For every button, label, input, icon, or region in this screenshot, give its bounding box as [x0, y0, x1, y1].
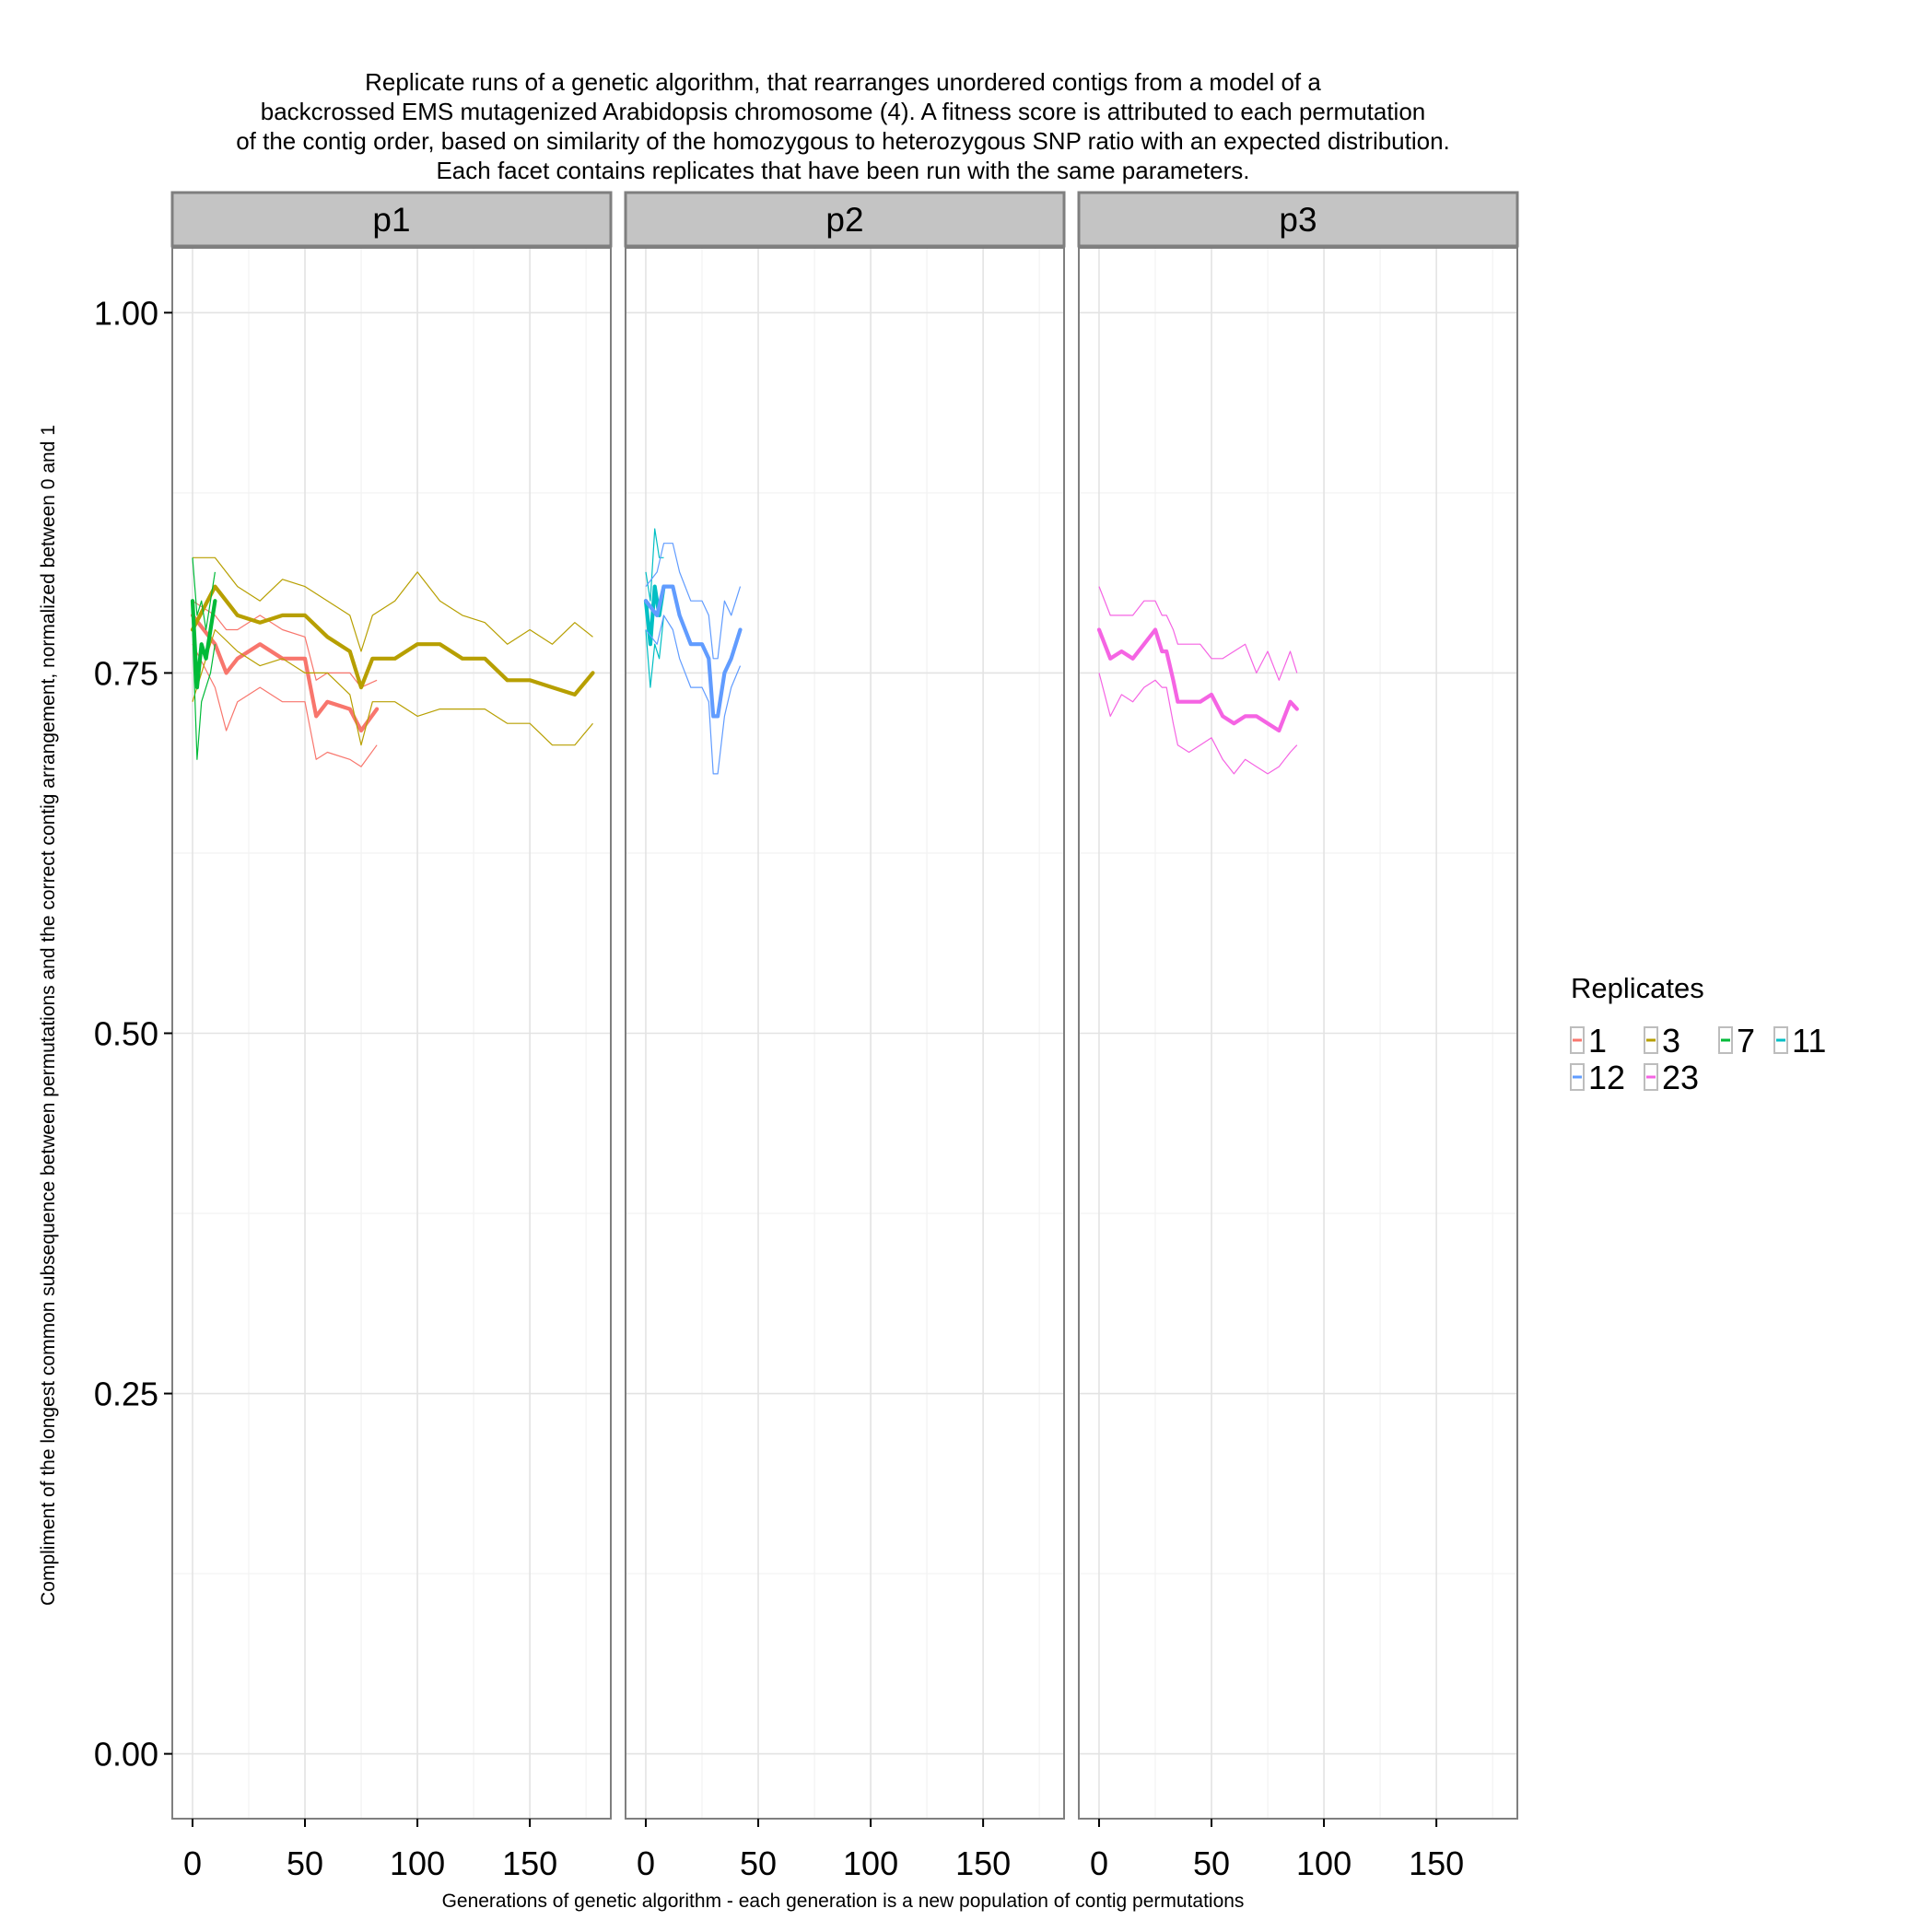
chart-title: Replicate runs of a genetic algorithm, t…: [236, 68, 1450, 184]
x-axis-title: Generations of genetic algorithm - each …: [442, 1891, 1245, 1912]
legend-entry-23: 23: [1644, 1059, 1699, 1096]
series-7-lower-line: [192, 629, 216, 760]
x-tick-label: 0: [183, 1844, 202, 1882]
series-3: [190, 556, 595, 746]
legend-entry-3: 3: [1644, 1022, 1680, 1060]
facet-strip: [1077, 191, 1519, 248]
x-tick-label: 150: [955, 1844, 1011, 1882]
y-tick-label: 1.00: [94, 294, 158, 332]
series-12: [643, 543, 743, 775]
series-23-mean-line: [1096, 627, 1299, 733]
legend-label: 23: [1662, 1059, 1699, 1096]
facet-p3: p3 0 50 100 150: [1077, 191, 1519, 1882]
series-7: [190, 557, 217, 760]
series-3-lower-line: [192, 628, 593, 746]
x-tick-label: 100: [1296, 1844, 1352, 1882]
y-tick-label: 0.50: [94, 1015, 158, 1053]
x-tick-label: 50: [287, 1844, 323, 1882]
title-line-3: of the contig order, based on similarity…: [236, 127, 1450, 155]
series-7-upper-line: [192, 557, 216, 631]
panel-border: [1078, 247, 1518, 1820]
series-7-mean-line: [190, 599, 217, 690]
facet-p1: p1 0 50 100 150: [170, 191, 613, 1882]
y-axis-title: Compliment of the longest common subsequ…: [38, 425, 59, 1606]
series-12-upper-line: [645, 543, 742, 660]
y-tick-label: 0.00: [94, 1736, 158, 1774]
facet-strip: [624, 191, 1066, 248]
legend-label: 12: [1588, 1059, 1625, 1096]
legend: Replicates 1 3 7 11 12 23: [1570, 972, 1826, 1096]
series-1-lower-line: [192, 643, 378, 767]
series-23: [1096, 586, 1299, 775]
legend-entry-12: 12: [1570, 1059, 1625, 1096]
facet-strip-label: p3: [1279, 201, 1317, 239]
x-tick-label: 100: [843, 1844, 898, 1882]
x-tick-label: 100: [390, 1844, 445, 1882]
title-line-1: Replicate runs of a genetic algorithm, t…: [365, 68, 1321, 96]
series-1-mean-line: [190, 613, 380, 733]
title-line-4: Each facet contains replicates that have…: [436, 157, 1249, 184]
x-tick-label: 0: [637, 1844, 655, 1882]
facets: p1 0 50 100 150 p2 0 50 100 150 p3 0 50 100 150: [170, 191, 1519, 1882]
panel-border: [625, 247, 1065, 1820]
x-tick-label: 50: [740, 1844, 777, 1882]
x-tick-label: 50: [1193, 1844, 1230, 1882]
x-tick-label: 150: [502, 1844, 557, 1882]
series-3-mean-line: [190, 584, 595, 697]
legend-title: Replicates: [1571, 972, 1704, 1004]
series-11-lower-line: [645, 615, 665, 688]
facet-strip: [170, 191, 613, 248]
series-12-lower-line: [645, 615, 742, 775]
y-axis: 0.00 0.25 0.50 0.75 1.00: [94, 294, 172, 1774]
x-tick-label: 150: [1409, 1844, 1464, 1882]
series-12-mean-line: [643, 584, 743, 719]
title-line-2: backcrossed EMS mutagenized Arabidopsis …: [261, 98, 1426, 125]
legend-label: 1: [1588, 1022, 1607, 1060]
legend-label: 7: [1737, 1022, 1755, 1060]
facet-strip-label: p1: [372, 201, 410, 239]
legend-entry-7: 7: [1718, 1022, 1755, 1060]
x-tick-label: 0: [1090, 1844, 1108, 1882]
y-tick-label: 0.25: [94, 1376, 158, 1413]
y-tick-label: 0.75: [94, 654, 158, 692]
series-3-upper-line: [193, 556, 593, 652]
series-1-upper-line: [192, 600, 378, 688]
series-1: [190, 600, 380, 767]
facet-strip-label: p2: [825, 201, 863, 239]
legend-entry-1: 1: [1570, 1022, 1607, 1060]
series-23-lower-line: [1098, 673, 1298, 775]
facet-p2: p2 0 50 100 150: [624, 191, 1066, 1882]
legend-label: 11: [1792, 1022, 1826, 1060]
legend-label: 3: [1662, 1022, 1680, 1060]
legend-entry-11: 11: [1773, 1022, 1826, 1060]
series-23-upper-line: [1098, 586, 1298, 681]
